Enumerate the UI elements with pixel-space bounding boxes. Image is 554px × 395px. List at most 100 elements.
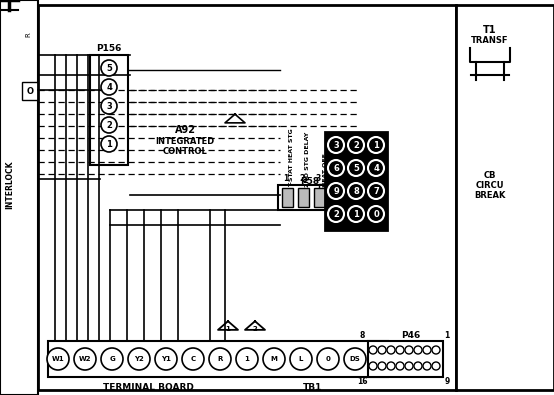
Circle shape xyxy=(263,348,285,370)
Text: CONTROL: CONTROL xyxy=(163,147,207,156)
Text: 4: 4 xyxy=(331,174,337,183)
Text: TRANSF: TRANSF xyxy=(471,36,509,45)
Circle shape xyxy=(414,346,422,354)
Text: Y2: Y2 xyxy=(134,356,144,362)
Text: DS: DS xyxy=(350,356,360,362)
Bar xyxy=(368,341,443,377)
Text: C: C xyxy=(191,356,196,362)
Circle shape xyxy=(236,348,258,370)
Text: 7: 7 xyxy=(373,186,379,196)
Text: 1: 1 xyxy=(444,331,450,340)
Circle shape xyxy=(367,136,385,154)
Text: R: R xyxy=(217,356,223,362)
Text: CIRCU: CIRCU xyxy=(476,181,504,190)
Bar xyxy=(282,188,293,207)
Circle shape xyxy=(347,159,365,177)
Circle shape xyxy=(101,348,123,370)
Circle shape xyxy=(423,346,431,354)
Text: 9: 9 xyxy=(444,378,450,386)
Bar xyxy=(456,5,554,390)
Text: 3: 3 xyxy=(333,141,339,149)
Circle shape xyxy=(209,348,231,370)
Text: W1: W1 xyxy=(52,356,64,362)
Circle shape xyxy=(347,205,365,223)
Text: 5: 5 xyxy=(353,164,359,173)
Text: G: G xyxy=(109,356,115,362)
Text: TERMINAL BOARD: TERMINAL BOARD xyxy=(102,382,193,391)
Circle shape xyxy=(344,348,366,370)
Circle shape xyxy=(378,362,386,370)
Text: 3: 3 xyxy=(315,174,321,183)
Bar xyxy=(330,188,341,207)
Bar xyxy=(22,82,38,100)
Text: 8: 8 xyxy=(353,186,359,196)
Circle shape xyxy=(348,160,364,176)
Text: 3: 3 xyxy=(106,102,112,111)
Text: 0: 0 xyxy=(326,356,330,362)
Text: A92: A92 xyxy=(175,125,196,135)
Bar xyxy=(90,55,128,165)
Circle shape xyxy=(405,346,413,354)
Circle shape xyxy=(348,137,364,153)
Circle shape xyxy=(328,183,344,199)
Text: 1: 1 xyxy=(244,356,249,362)
Bar xyxy=(314,188,325,207)
Circle shape xyxy=(432,346,440,354)
Text: W2: W2 xyxy=(79,356,91,362)
Text: T1: T1 xyxy=(483,25,497,35)
Text: 1: 1 xyxy=(106,139,112,149)
Text: 2: 2 xyxy=(253,326,258,332)
Circle shape xyxy=(328,206,344,222)
Text: M: M xyxy=(270,356,278,362)
Text: INTEGRATED: INTEGRATED xyxy=(155,137,214,145)
Circle shape xyxy=(327,159,345,177)
Circle shape xyxy=(128,348,150,370)
Text: CB: CB xyxy=(484,171,496,179)
Circle shape xyxy=(405,362,413,370)
Circle shape xyxy=(155,348,177,370)
Text: 4: 4 xyxy=(373,164,379,173)
Text: 1: 1 xyxy=(284,174,289,183)
Circle shape xyxy=(327,136,345,154)
Circle shape xyxy=(387,346,395,354)
Bar xyxy=(0,0,38,395)
Circle shape xyxy=(368,183,384,199)
Circle shape xyxy=(47,348,69,370)
Circle shape xyxy=(328,160,344,176)
Text: 2: 2 xyxy=(333,209,339,218)
Text: HEAT OFF: HEAT OFF xyxy=(322,153,327,187)
Text: 1: 1 xyxy=(373,141,379,149)
Text: 1: 1 xyxy=(225,326,230,332)
Circle shape xyxy=(101,60,117,76)
Text: 2: 2 xyxy=(106,120,112,130)
Circle shape xyxy=(387,362,395,370)
Text: 4: 4 xyxy=(106,83,112,92)
Circle shape xyxy=(369,346,377,354)
Text: P58: P58 xyxy=(300,177,320,186)
Text: L: L xyxy=(299,356,303,362)
Text: 2: 2 xyxy=(299,174,305,183)
Text: 6: 6 xyxy=(333,164,339,173)
Circle shape xyxy=(414,362,422,370)
Text: P156: P156 xyxy=(96,43,122,53)
Circle shape xyxy=(348,183,364,199)
Circle shape xyxy=(101,98,117,114)
Text: 0: 0 xyxy=(373,209,379,218)
Text: BREAK: BREAK xyxy=(474,190,506,199)
Text: Y1: Y1 xyxy=(161,356,171,362)
Circle shape xyxy=(367,159,385,177)
Text: TB1: TB1 xyxy=(303,382,322,391)
Circle shape xyxy=(367,205,385,223)
Circle shape xyxy=(328,137,344,153)
Circle shape xyxy=(101,117,117,133)
Circle shape xyxy=(74,348,96,370)
Text: 5: 5 xyxy=(106,64,112,73)
Text: 8: 8 xyxy=(360,331,365,340)
Text: P46: P46 xyxy=(401,331,420,340)
Bar xyxy=(38,5,456,390)
Text: DELAY: DELAY xyxy=(336,173,341,195)
Circle shape xyxy=(368,206,384,222)
Circle shape xyxy=(378,346,386,354)
Circle shape xyxy=(101,136,117,152)
Circle shape xyxy=(327,182,345,200)
